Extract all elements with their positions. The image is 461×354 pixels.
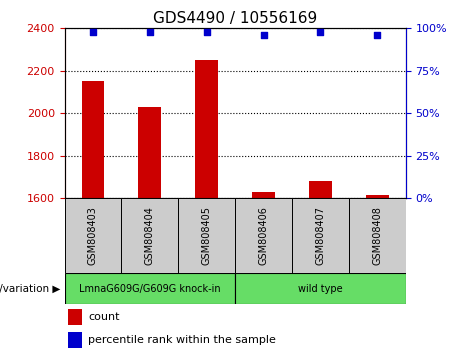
Bar [68, 309, 82, 325]
Text: GSM808403: GSM808403 [88, 206, 98, 265]
Bar [178, 198, 235, 273]
Bar [366, 195, 389, 198]
Text: wild type: wild type [298, 284, 343, 293]
Point [203, 29, 210, 35]
Text: genotype/variation ▶: genotype/variation ▶ [0, 284, 60, 293]
Point [89, 29, 97, 35]
Text: GSM808407: GSM808407 [315, 206, 325, 265]
Bar [65, 273, 235, 304]
Text: count: count [89, 312, 120, 322]
Bar [309, 181, 332, 198]
Bar [235, 198, 292, 273]
Bar [68, 332, 82, 348]
Text: GSM808405: GSM808405 [201, 206, 212, 265]
Bar [292, 198, 349, 273]
Bar [195, 60, 218, 198]
Point [373, 32, 381, 38]
Text: GSM808404: GSM808404 [145, 206, 155, 265]
Text: LmnaG609G/G609G knock-in: LmnaG609G/G609G knock-in [79, 284, 221, 293]
Point [260, 32, 267, 38]
Text: GSM808408: GSM808408 [372, 206, 382, 265]
Bar [82, 81, 104, 198]
Bar [121, 198, 178, 273]
Point [146, 29, 154, 35]
Bar [138, 107, 161, 198]
Text: percentile rank within the sample: percentile rank within the sample [89, 335, 276, 345]
Text: GSM808406: GSM808406 [259, 206, 269, 265]
Bar [65, 198, 121, 273]
Title: GDS4490 / 10556169: GDS4490 / 10556169 [153, 11, 317, 26]
Bar [349, 198, 406, 273]
Bar [235, 273, 406, 304]
Bar [252, 192, 275, 198]
Point [317, 29, 324, 35]
